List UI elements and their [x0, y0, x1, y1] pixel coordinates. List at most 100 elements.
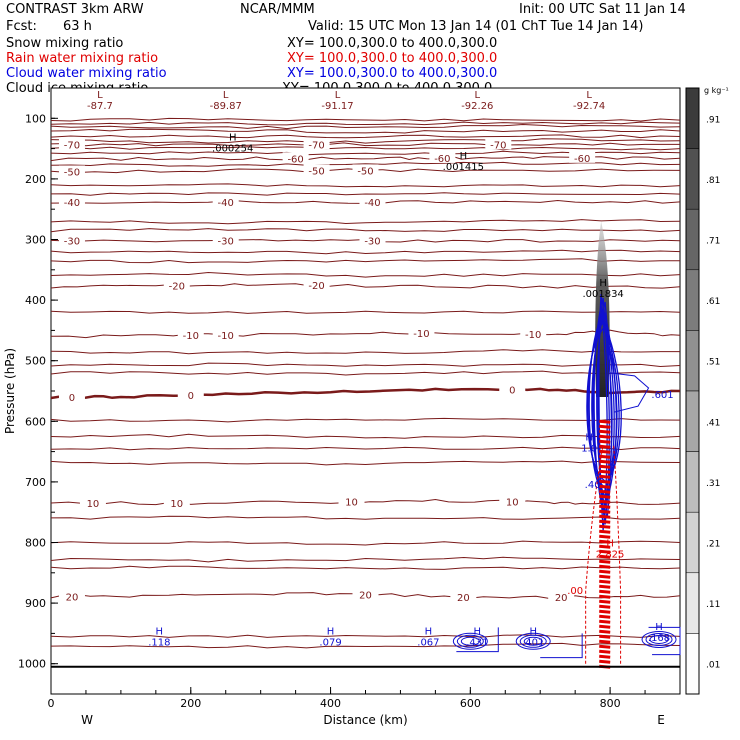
- rain-contour-segment: [599, 494, 611, 499]
- contour-label: -50: [64, 167, 80, 178]
- snow-high-label-value: .001834: [582, 289, 623, 300]
- rain-dashed-contour: [585, 445, 604, 664]
- colorbar-segment: [685, 451, 700, 513]
- contour-label-mask: [338, 495, 365, 507]
- colorbar-label: .51: [706, 358, 720, 368]
- contour-label-mask: [359, 195, 386, 207]
- cloud-high-label-marker: H: [327, 626, 335, 637]
- contour-label: -20: [169, 281, 185, 292]
- cloud-water-blob: [519, 634, 547, 648]
- rain-contour-segment: [599, 584, 611, 589]
- low-label-value: -92.74: [573, 101, 605, 112]
- cloud-high-label-marker: H: [655, 622, 663, 633]
- contour-label: -30: [64, 237, 80, 248]
- contour-label-mask: [58, 391, 85, 403]
- cloud-water-contour: [648, 626, 681, 656]
- rain-contour-segment: [599, 559, 611, 564]
- temperature-contour-line: [50, 433, 681, 439]
- contour-label: 20: [457, 593, 470, 604]
- temperature-contour-line: [50, 192, 681, 196]
- field-xy-cloud-water: XY= 100.0,300.0 to 400.0,300.0: [287, 66, 498, 81]
- temperature-contour-line: [50, 219, 681, 225]
- contour-label-mask: [58, 195, 85, 207]
- rain-contour-segment: [599, 614, 611, 619]
- low-label-value: -87.7: [87, 101, 113, 112]
- contour-label-mask: [212, 234, 239, 246]
- cloud-water-contour: [540, 633, 583, 659]
- rain-contour-segment: [599, 479, 611, 484]
- cloud-water-blob: [452, 632, 488, 650]
- field-name-rain: Rain water mixing ratio: [6, 51, 159, 66]
- rain-contour-segment: [599, 654, 611, 659]
- temperature-contour-line: [50, 642, 681, 649]
- direction-east: E: [657, 713, 665, 727]
- x-tick-label: 0: [48, 697, 55, 710]
- rain-contour-segment: [599, 524, 611, 529]
- x-axis-label: Distance (km): [323, 713, 407, 727]
- extrema-labels: L-87.7L-89.87L-91.17L-92.26L-92.74H.0002…: [87, 90, 674, 648]
- rain-contour-segment: [599, 564, 611, 569]
- rain-contour-segment: [599, 574, 611, 579]
- rain-contour-segment: [599, 519, 611, 524]
- contour-label-mask: [212, 195, 239, 207]
- contour-label-mask: [359, 234, 386, 246]
- x-tick-label: 600: [460, 697, 481, 710]
- temperature-contour--70: [50, 142, 680, 147]
- rain-contour-segment: [599, 489, 611, 494]
- cloud-high-label-value: .431: [466, 637, 488, 648]
- rain-contour-segment: [599, 549, 611, 554]
- rain-contour-segment: [599, 544, 611, 549]
- colorbar-segment: [685, 148, 700, 210]
- contour-label-mask: [58, 165, 85, 177]
- contour-label-mask: [520, 327, 547, 339]
- cloud-high-label-marker: H: [425, 626, 433, 637]
- temperature-contour-line: [50, 121, 681, 126]
- rain-contour-segment: [599, 459, 611, 464]
- contour-label: -40: [218, 198, 234, 209]
- rain-high-label-marker: H: [606, 539, 614, 550]
- contour-label: 20: [66, 592, 79, 603]
- colorbar-label: .61: [706, 297, 720, 307]
- contour-label: -20: [308, 281, 324, 292]
- y-tick-label: 200: [25, 173, 46, 186]
- snow-high-label-value: .001415: [443, 162, 484, 173]
- contour-label-mask: [303, 138, 330, 150]
- contour-label-mask: [352, 588, 379, 600]
- rain-high-label-value: .00: [567, 586, 583, 597]
- contour-label-mask: [58, 234, 85, 246]
- y-tick-label: 600: [25, 415, 46, 428]
- contour-label: 10: [506, 498, 519, 509]
- temperature-contours: -70 -70 -70 -60 -60 -60 -50 -50 -50 -40 -40 -40 -30 -…: [50, 138, 681, 604]
- colorbar-segment: [685, 269, 700, 331]
- field-xy-snow: XY= 100.0,300.0 to 400.0,300.0: [287, 36, 498, 51]
- colorbar-label: .31: [706, 479, 720, 489]
- contour-label-mask: [352, 164, 379, 176]
- forecast-label: Fcst:: [6, 19, 37, 34]
- cloud-high-label-value: .168: [648, 633, 670, 644]
- x-tick-label: 400: [320, 697, 341, 710]
- rain-contour-segment: [599, 589, 611, 594]
- field-name-cloud-water: Cloud water mixing ratio: [6, 66, 167, 81]
- valid-time: Valid: 15 UTC Mon 13 Jan 14 (01 ChT Tue …: [308, 19, 644, 34]
- temperature-contour--20: [50, 283, 681, 289]
- colorbar-label: .01: [706, 661, 720, 671]
- contour-label: -70: [308, 140, 324, 151]
- contour-label: -60: [434, 154, 450, 165]
- colorbar-segment: [685, 208, 700, 271]
- contour-label-mask: [177, 329, 204, 341]
- rain-contour-segment: [599, 579, 611, 584]
- low-label-marker: L: [586, 90, 592, 101]
- rain-contour-segment: [599, 504, 611, 509]
- y-axis-label: Pressure (hPa): [3, 348, 17, 434]
- snow-high-label-marker: H: [229, 133, 237, 144]
- contour-label: -10: [525, 330, 541, 341]
- contour-label: 0: [509, 385, 515, 396]
- temperature-contour-line: [50, 460, 681, 466]
- rain-contour-segment: [599, 644, 611, 649]
- contour-label: -40: [364, 198, 380, 209]
- contour-label: 20: [359, 591, 372, 602]
- temperature-contour-line: [50, 446, 681, 451]
- colorbar-label: .81: [706, 176, 720, 186]
- temperature-contour-line: [50, 138, 681, 144]
- rain-contour-segment: [599, 434, 611, 439]
